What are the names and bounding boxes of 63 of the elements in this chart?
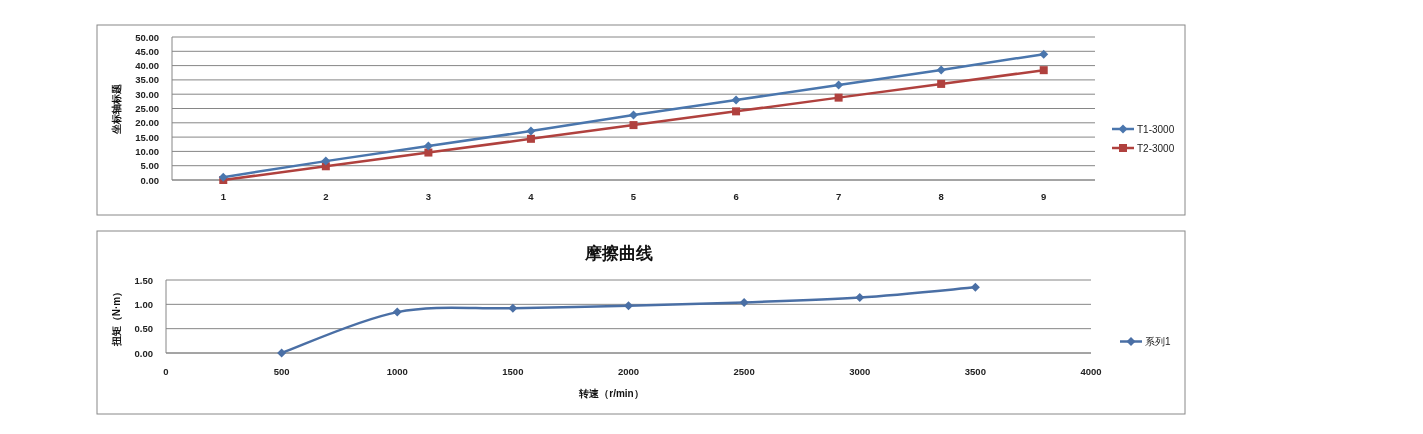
x-tick-label: 8	[938, 191, 944, 202]
legend-label: T1-3000	[1137, 123, 1175, 135]
x-tick-label: 2	[323, 191, 329, 202]
point	[526, 134, 535, 143]
point	[1039, 49, 1049, 59]
x-tick-label: 3000	[849, 366, 871, 377]
point	[970, 282, 980, 292]
point	[739, 297, 749, 307]
point	[424, 148, 433, 157]
x-tick-label: 1000	[386, 366, 408, 377]
x-tick-label: 4	[528, 191, 535, 202]
point	[277, 348, 287, 358]
y-tick-label: 25.00	[135, 103, 159, 114]
x-tick-label: 4000	[1080, 366, 1102, 377]
point	[624, 301, 633, 311]
x-tick-label: 7	[835, 191, 842, 202]
x-tick-label: 2500	[733, 366, 755, 377]
y-tick-label: 10.00	[135, 145, 159, 157]
x-tick-label: 6	[733, 191, 739, 202]
x-tick-label: 0	[163, 366, 169, 377]
y-tick-label: 35.00	[135, 74, 159, 86]
y-tick-label: 0.00	[134, 347, 153, 359]
y-axis-title: 扭矩（N·m）	[111, 286, 122, 348]
point	[508, 303, 518, 313]
x-tick-label: 3	[425, 191, 432, 202]
point	[936, 65, 946, 75]
point	[732, 107, 741, 116]
y-tick-label: 0.50	[134, 323, 153, 335]
point	[834, 80, 844, 90]
point	[937, 79, 946, 88]
point	[392, 307, 402, 317]
point	[629, 110, 638, 120]
point	[834, 93, 843, 102]
x-tick-label: 3500	[964, 366, 986, 377]
x-tick-label: 1	[220, 191, 227, 202]
chart-title: 摩擦曲线	[583, 244, 653, 263]
y-tick-label: 15.00	[135, 131, 159, 143]
x-axis-title: 转速（r/min）	[578, 388, 644, 399]
point	[731, 95, 741, 105]
y-tick-label: 0.00	[140, 174, 159, 186]
point	[218, 172, 228, 182]
point	[1039, 66, 1048, 75]
y-tick-label: 20.00	[135, 117, 159, 129]
y-tick-label: 1.00	[134, 298, 153, 310]
y-tick-label: 30.00	[135, 88, 159, 100]
y-tick-label: 45.00	[135, 45, 159, 57]
point	[855, 293, 865, 303]
y-tick-label: 40.00	[135, 60, 159, 72]
y-tick-label: 5.00	[140, 160, 159, 172]
y-tick-label: 1.50	[134, 274, 153, 286]
x-tick-label: 1500	[502, 366, 524, 377]
point	[321, 156, 331, 166]
legend-label: T2-3000	[1137, 142, 1175, 154]
y-tick-label: 50.00	[135, 31, 159, 43]
point	[629, 121, 638, 130]
point	[526, 126, 536, 136]
point	[423, 141, 433, 151]
x-tick-label: 9	[1041, 191, 1047, 202]
x-tick-label: 2000	[617, 366, 640, 377]
x-tick-label: 5	[630, 191, 637, 202]
legend-label: 系列1	[1145, 336, 1171, 347]
x-tick-label: 500	[273, 366, 290, 377]
y-axis-title: 坐标轴标题	[111, 83, 122, 135]
